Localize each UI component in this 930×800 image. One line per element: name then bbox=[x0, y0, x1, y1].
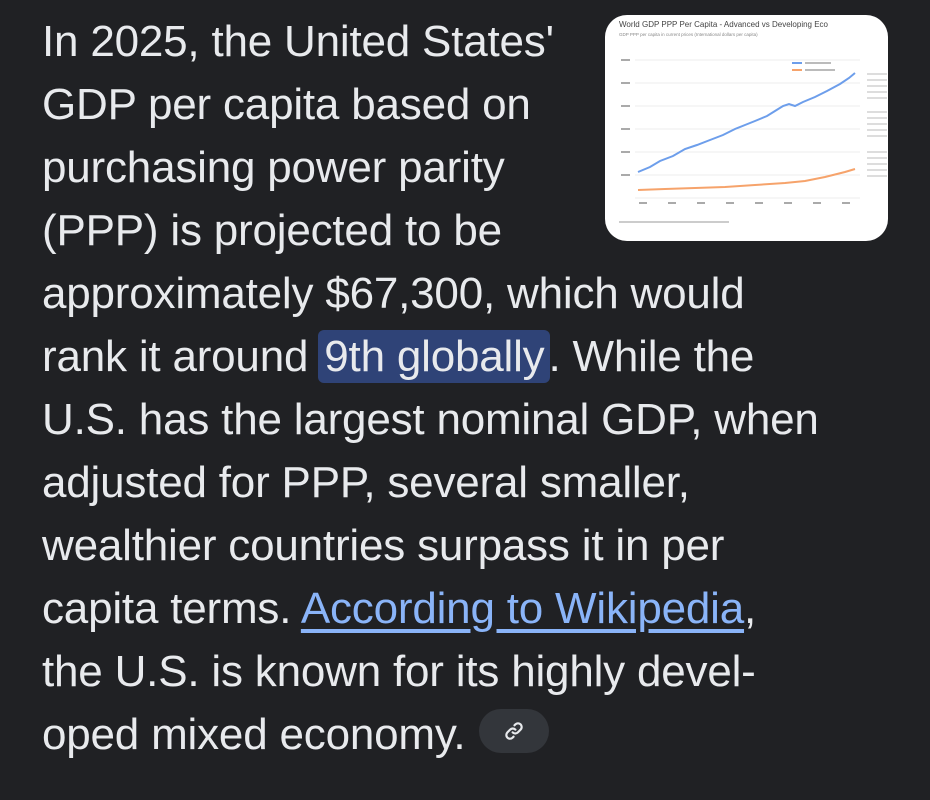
answer-text: . While the bbox=[548, 332, 755, 381]
answer-text-top: In 2025, the United States' GDP per capi… bbox=[42, 10, 602, 262]
link-icon bbox=[505, 722, 524, 741]
answer-line: capita terms. According to Wikipedia, bbox=[42, 577, 902, 640]
wikipedia-link[interactable]: According to Wikipedia bbox=[300, 584, 745, 633]
answer-text: capita terms. bbox=[42, 584, 301, 633]
answer-text: , bbox=[744, 584, 757, 633]
answer-line: the U.S. is known for its highly devel- bbox=[42, 647, 756, 696]
chart-series-developing bbox=[637, 168, 856, 191]
answer-line: GDP per capita based on bbox=[42, 80, 531, 129]
chart-legend bbox=[792, 62, 835, 71]
answer-line: wealthier countries surpass it in per bbox=[42, 521, 725, 570]
answer-line: In 2025, the United States' bbox=[42, 17, 554, 66]
chart-series-advanced bbox=[637, 72, 856, 173]
answer-text-body: approximately $67,300, which would rank … bbox=[42, 262, 902, 766]
answer-line: oped mixed economy. bbox=[42, 703, 902, 766]
source-link-chip[interactable] bbox=[479, 709, 550, 754]
answer-line: approximately $67,300, which would bbox=[42, 269, 745, 318]
chart-thumbnail[interactable]: World GDP PPP Per Capita - Advanced vs D… bbox=[605, 15, 888, 241]
highlighted-phrase: 9th globally bbox=[318, 330, 551, 383]
chart-side-notes bbox=[867, 73, 887, 177]
answer-line: rank it around 9th globally. While the bbox=[42, 325, 902, 388]
answer-line: purchasing power parity bbox=[42, 143, 505, 192]
answer-line: U.S. has the largest nominal GDP, when bbox=[42, 395, 819, 444]
chart-axis-ticks bbox=[621, 59, 850, 204]
answer-line: adjusted for PPP, several smaller, bbox=[42, 458, 690, 507]
chart-title: World GDP PPP Per Capita - Advanced vs D… bbox=[619, 20, 829, 29]
chart-subtitle: GDP PPP per capita in current prices (In… bbox=[619, 32, 758, 37]
chart-gridlines bbox=[635, 59, 860, 199]
chart-source-note bbox=[619, 221, 729, 223]
chart-thumbnail-graphic: World GDP PPP Per Capita - Advanced vs D… bbox=[619, 20, 887, 223]
answer-line: (PPP) is projected to be bbox=[42, 206, 502, 255]
answer-text: oped mixed economy. bbox=[42, 710, 466, 759]
answer-text: rank it around bbox=[42, 332, 321, 381]
